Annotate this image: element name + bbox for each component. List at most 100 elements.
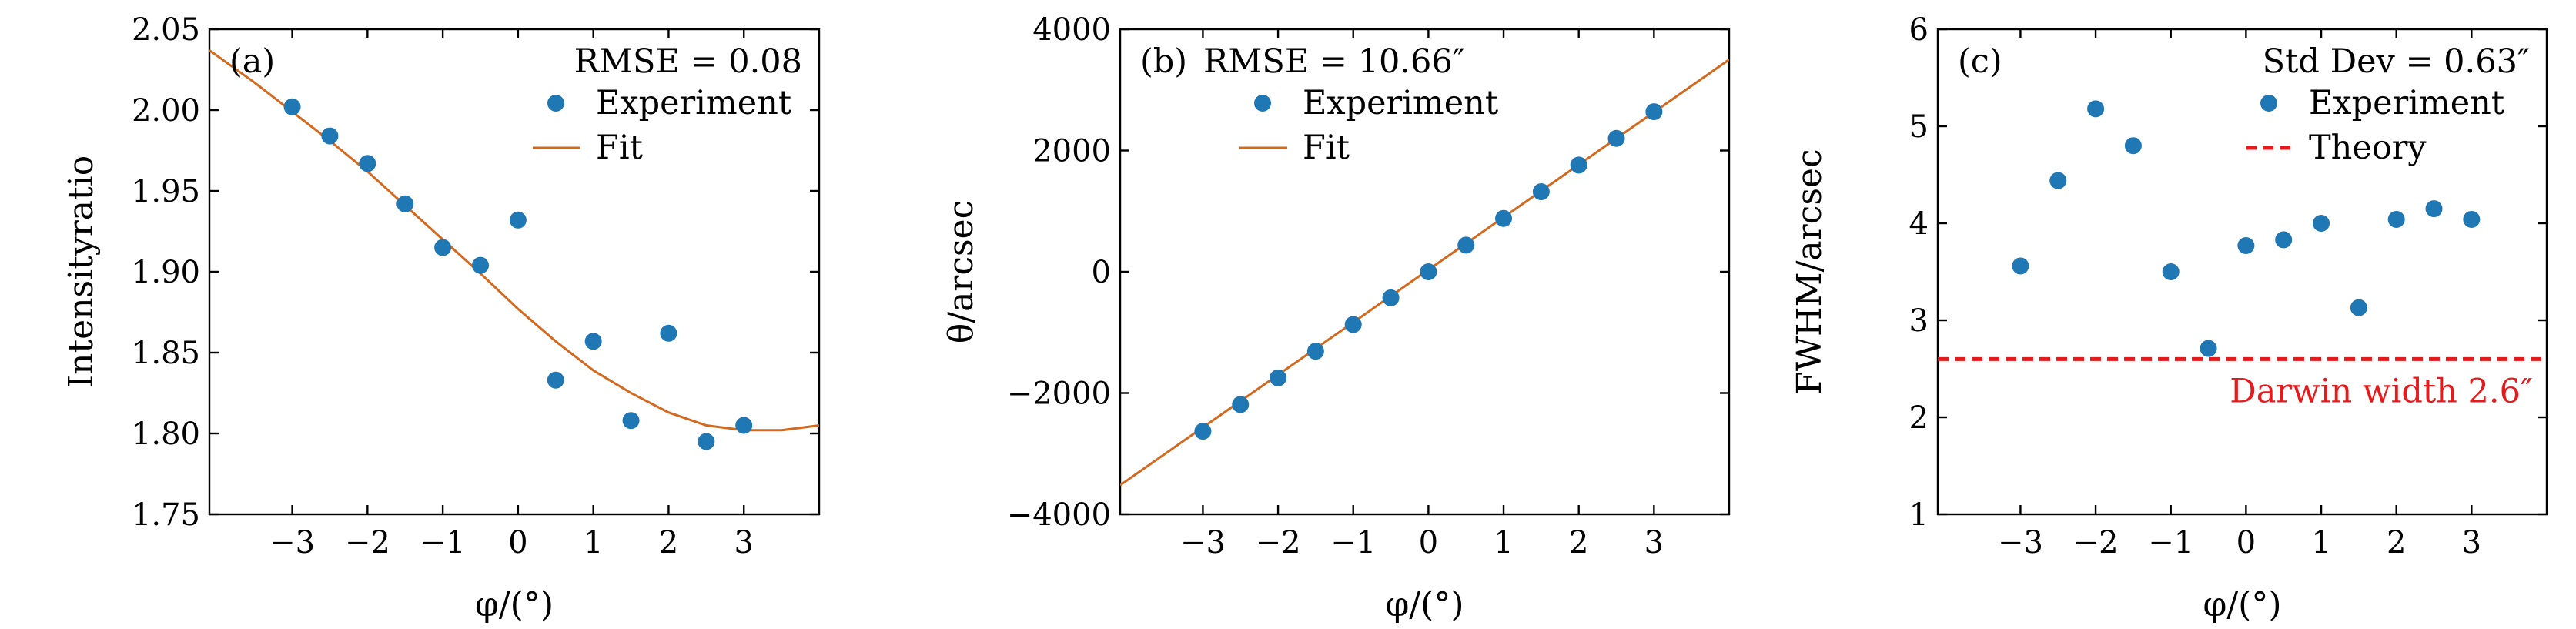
x-tick-label: 1 bbox=[1494, 525, 1513, 560]
legend-marker bbox=[547, 95, 564, 112]
x-tick-label: 2 bbox=[1569, 525, 1588, 560]
x-tick-label: −3 bbox=[1998, 525, 2043, 560]
legend-label: Experiment bbox=[596, 84, 791, 122]
y-tick-label: 1.90 bbox=[132, 255, 200, 290]
x-tick-label: −2 bbox=[2073, 525, 2119, 560]
data-point bbox=[2012, 257, 2029, 275]
panel-c: −3 −2 −1 0 1 2 3 1 2 3 4 5 6 φ/(°) FWHM/arcsec Darwin w… bbox=[1790, 12, 2548, 624]
data-point bbox=[1495, 209, 1513, 227]
data-point bbox=[321, 127, 339, 145]
data-point bbox=[1344, 316, 1362, 333]
y-tick-label: −4000 bbox=[1007, 497, 1111, 533]
data-point bbox=[698, 433, 715, 450]
data-point bbox=[2275, 231, 2293, 249]
x-tick-label: 1 bbox=[584, 525, 603, 560]
x-tick-label: 0 bbox=[1419, 525, 1438, 560]
data-point bbox=[1457, 236, 1475, 254]
panel-label: (b) bbox=[1140, 42, 1187, 81]
legend-label: Fit bbox=[596, 129, 643, 167]
panel-label: (a) bbox=[229, 42, 275, 81]
data-layer bbox=[209, 49, 819, 450]
data-point bbox=[735, 417, 753, 434]
x-tick-label: 3 bbox=[2462, 525, 2481, 560]
legend-marker bbox=[1254, 95, 1271, 112]
legend-label: Theory bbox=[2309, 129, 2427, 167]
x-tick-label: −1 bbox=[420, 525, 466, 560]
data-point bbox=[2350, 299, 2367, 316]
data-point bbox=[434, 239, 452, 256]
annotation-text: RMSE = 0.08 bbox=[574, 42, 802, 81]
y-tick-label: 2000 bbox=[1032, 134, 1111, 169]
data-point bbox=[1270, 369, 1287, 386]
x-tick-label: −3 bbox=[269, 525, 315, 560]
y-tick-label: 3 bbox=[1909, 303, 1929, 339]
y-axis-label: FWHM/arcsec bbox=[1790, 149, 1829, 394]
y-tick-label: 1.75 bbox=[132, 497, 200, 533]
x-axis-label: φ/(°) bbox=[1386, 585, 1464, 624]
y-tick-label: 2.05 bbox=[132, 12, 200, 48]
data-point bbox=[2313, 215, 2330, 232]
y-tick-label: −2000 bbox=[1007, 376, 1111, 412]
data-point bbox=[2049, 172, 2067, 189]
x-tick-label: 2 bbox=[659, 525, 678, 560]
x-tick-label: −3 bbox=[1180, 525, 1226, 560]
y-tick-label: 5 bbox=[1909, 109, 1929, 145]
data-point bbox=[2463, 210, 2481, 228]
panel-label: (c) bbox=[1958, 42, 2002, 81]
x-tick-label: 0 bbox=[508, 525, 527, 560]
data-point bbox=[1306, 343, 1324, 360]
data-point bbox=[2237, 236, 2255, 254]
panel-a: −3 −2 −1 0 1 2 3 1.75 1.80 1.85 1.90 1.95 2.00 2.05 φ/… bbox=[62, 12, 821, 624]
data-point bbox=[1645, 103, 1663, 121]
data-point bbox=[2087, 100, 2105, 118]
legend-label: Experiment bbox=[1303, 84, 1498, 122]
data-point bbox=[1232, 396, 1250, 413]
x-tick-label: 0 bbox=[2236, 525, 2256, 560]
y-tick-label: 1 bbox=[1909, 497, 1929, 533]
x-tick-label: 3 bbox=[734, 525, 753, 560]
panel-b: −3 −2 −1 0 1 2 3 −4000 −2000 0 2000 4000 φ/(°) θ/arcs… bbox=[942, 12, 1731, 624]
x-axis-label: φ/(°) bbox=[475, 585, 554, 624]
x-tick-label: −2 bbox=[1256, 525, 1301, 560]
data-point bbox=[584, 333, 602, 350]
data-layer bbox=[1120, 59, 1729, 487]
data-point bbox=[660, 324, 677, 342]
y-tick-label: 4000 bbox=[1032, 12, 1111, 48]
data-point bbox=[1532, 183, 1550, 201]
y-tick-label: 1.80 bbox=[132, 417, 200, 452]
data-point bbox=[1382, 289, 1400, 306]
data-point bbox=[1570, 156, 1587, 174]
data-point bbox=[509, 211, 527, 229]
x-tick-label: 3 bbox=[1644, 525, 1664, 560]
x-tick-label: −1 bbox=[2148, 525, 2193, 560]
y-tick-label: 2.00 bbox=[132, 93, 200, 129]
data-point bbox=[1194, 423, 1212, 440]
x-tick-label: −2 bbox=[345, 525, 390, 560]
data-point bbox=[2162, 263, 2180, 280]
data-point bbox=[283, 98, 301, 115]
y-tick-label: 0 bbox=[1092, 255, 1111, 290]
data-point bbox=[2425, 200, 2443, 218]
y-tick-label: 6 bbox=[1909, 12, 1929, 48]
data-point bbox=[1607, 129, 1625, 147]
data-point bbox=[622, 412, 640, 430]
data-point bbox=[2387, 210, 2405, 228]
fit-line bbox=[209, 49, 819, 432]
plot-frame bbox=[1936, 28, 2548, 516]
data-point bbox=[1420, 263, 1437, 280]
legend-label: Experiment bbox=[2309, 84, 2504, 122]
data-layer bbox=[1938, 100, 2547, 361]
data-point bbox=[2200, 340, 2217, 357]
y-tick-label: 4 bbox=[1909, 206, 1929, 242]
x-axis-label: φ/(°) bbox=[2203, 585, 2282, 624]
y-tick-label: 1.95 bbox=[132, 174, 200, 209]
data-point bbox=[547, 371, 564, 389]
y-tick-label: 1.85 bbox=[132, 336, 200, 371]
annotation-text: RMSE = 10.66″ bbox=[1203, 42, 1465, 81]
legend-label: Fit bbox=[1303, 129, 1350, 167]
data-point bbox=[359, 155, 376, 172]
x-tick-label: −1 bbox=[1330, 525, 1376, 560]
x-tick-label: 1 bbox=[2311, 525, 2330, 560]
data-point bbox=[2124, 137, 2142, 155]
